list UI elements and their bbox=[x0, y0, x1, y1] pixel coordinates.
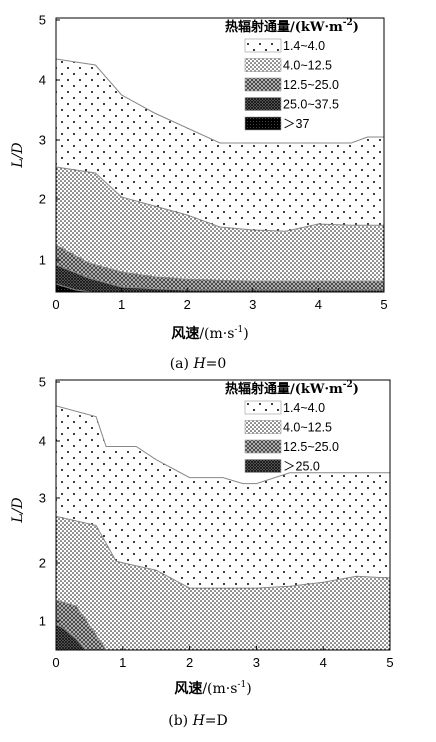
legend-label: ＞25.0 bbox=[283, 460, 320, 474]
y-tick-label: 4 bbox=[39, 434, 46, 449]
legend-swatch bbox=[244, 38, 282, 53]
legend-label: 1.4~4.0 bbox=[283, 401, 325, 415]
legend-title: 热辐射通量/(kW·m-2) bbox=[225, 18, 359, 35]
legend-label: 12.5~25.0 bbox=[283, 78, 339, 92]
plot-frame bbox=[55, 379, 391, 651]
boundary-line-4 bbox=[55, 623, 87, 651]
legend-swatch bbox=[244, 97, 282, 111]
area-layers bbox=[56, 405, 390, 650]
y-tick-label: 5 bbox=[39, 375, 46, 390]
y-axis-label: L/D bbox=[10, 497, 26, 523]
chart-panel-a: 0 1 2 3 4 5 1 2 3 4 5 L/D 风速/(m·s-1) 热辐射通量/(kW·m-2… bbox=[10, 13, 388, 373]
boundary-lines bbox=[55, 405, 391, 651]
y-tick-label: 2 bbox=[39, 556, 46, 571]
legend-swatch bbox=[244, 420, 282, 434]
y-tick-label: 1 bbox=[39, 614, 46, 629]
area-2 bbox=[56, 167, 384, 292]
legend-swatch bbox=[244, 459, 282, 473]
legend-label: 4.0~12.5 bbox=[283, 59, 332, 73]
boundary-line-2 bbox=[55, 166, 384, 232]
x-tick-label: 3 bbox=[249, 297, 256, 312]
legend-swatch bbox=[244, 400, 282, 415]
y-tick-label: 1 bbox=[39, 253, 46, 268]
x-tick-label: 0 bbox=[52, 655, 59, 670]
legend-label: 12.5~25.0 bbox=[283, 440, 339, 454]
x-tick-label: 1 bbox=[119, 655, 126, 670]
area-2 bbox=[56, 516, 390, 650]
caption: (a) H=0 bbox=[170, 356, 227, 372]
y-tick-label: 3 bbox=[39, 491, 46, 506]
legend-swatch bbox=[244, 116, 282, 131]
y-tick-label: 2 bbox=[39, 192, 46, 207]
x-tick-label: 5 bbox=[386, 655, 393, 670]
legend-title: 热辐射通量/(kW·m-2) bbox=[225, 380, 359, 397]
axis-ticks: 0 1 2 3 4 5 1 2 3 4 5 bbox=[39, 13, 388, 313]
x-tick-label: 1 bbox=[118, 297, 125, 312]
legend: 热辐射通量/(kW·m-2) 1.4~4.0 4.0~12.5 12.5~25.0 ＞… bbox=[225, 380, 359, 474]
plot-frame bbox=[55, 17, 385, 293]
legend-swatch bbox=[244, 77, 282, 92]
boundary-line-3 bbox=[55, 599, 107, 651]
area-layers bbox=[56, 59, 384, 292]
y-tick-label: 3 bbox=[39, 133, 46, 148]
legend-swatch bbox=[244, 439, 282, 454]
x-tick-label: 2 bbox=[184, 297, 191, 312]
area-4 bbox=[56, 264, 384, 292]
x-tick-label: 2 bbox=[186, 655, 193, 670]
y-axis-label: L/D bbox=[10, 142, 26, 168]
x-axis-label: 风速/(m·s-1) bbox=[174, 680, 251, 697]
boundary-line-3 bbox=[55, 244, 384, 282]
x-tick-label: 4 bbox=[315, 297, 322, 312]
boundary-line-4 bbox=[55, 264, 384, 291]
y-tick-label: 4 bbox=[39, 73, 46, 88]
boundary-line-1 bbox=[55, 58, 384, 144]
boundary-line-2 bbox=[55, 515, 391, 589]
boundary-lines bbox=[55, 58, 384, 293]
x-tick-label: 4 bbox=[320, 655, 327, 670]
x-tick-label: 0 bbox=[52, 297, 59, 312]
boundary-line-1 bbox=[55, 405, 390, 485]
area-5 bbox=[56, 284, 109, 292]
area-4 bbox=[56, 624, 87, 650]
caption: (b) H=D bbox=[168, 713, 228, 729]
chart-panel-b: 0 1 2 3 4 5 1 2 3 4 5 L/D 风速/(m·s-1) 热辐射通量/(kW·m-2… bbox=[10, 375, 394, 730]
x-tick-label: 5 bbox=[380, 297, 387, 312]
y-tick-label: 5 bbox=[39, 13, 46, 28]
legend-label: 4.0~12.5 bbox=[283, 421, 332, 435]
legend-swatch bbox=[244, 58, 282, 72]
legend: 热辐射通量/(kW·m-2) 1.4~4.0 4.0~12.5 12.5~25.0 2… bbox=[225, 18, 359, 131]
x-tick-label: 3 bbox=[253, 655, 260, 670]
axis-ticks: 0 1 2 3 4 5 1 2 3 4 5 bbox=[39, 375, 394, 671]
legend-label: ＞37 bbox=[283, 117, 309, 131]
area-3 bbox=[56, 245, 384, 292]
legend-label: 25.0~37.5 bbox=[283, 98, 339, 112]
legend-label: 1.4~4.0 bbox=[283, 39, 325, 53]
x-axis-label: 风速/(m·s-1) bbox=[171, 325, 248, 342]
